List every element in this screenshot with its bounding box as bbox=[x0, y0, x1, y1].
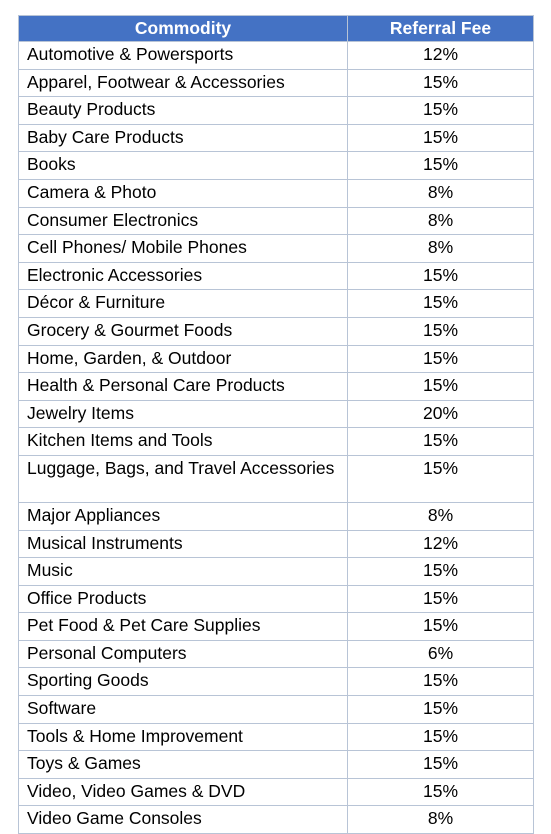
commodity-cell: Software bbox=[18, 695, 348, 724]
referral-fee-cell: 15% bbox=[347, 427, 534, 456]
referral-fee-cell: 6% bbox=[347, 639, 534, 669]
referral-fee-cell: 8% bbox=[347, 501, 534, 531]
header-row: Commodity Referral Fee bbox=[18, 15, 534, 42]
referral-fee-cell: 8% bbox=[347, 234, 534, 263]
referral-fee-cell: 20% bbox=[347, 399, 534, 429]
referral-fee-cell: 15% bbox=[347, 151, 534, 180]
table-row: Home, Garden, & Outdoor 15% bbox=[18, 344, 534, 374]
commodity-cell: Consumer Electronics bbox=[18, 206, 348, 236]
commodity-cell: Tools & Home Improvement bbox=[18, 722, 348, 752]
table-row: Baby Care Products 15% bbox=[18, 123, 534, 153]
table-row: Electronic Accessories 15% bbox=[18, 261, 534, 291]
referral-fee-cell: 15% bbox=[347, 96, 534, 125]
referral-fee-cell: 15% bbox=[347, 344, 534, 374]
table-row: Beauty Products 15% bbox=[18, 96, 534, 125]
table-row: Toys & Games 15% bbox=[18, 750, 534, 779]
referral-fee-cell: 8% bbox=[347, 206, 534, 236]
referral-fee-cell: 12% bbox=[347, 41, 534, 70]
referral-fee-cell: 15% bbox=[347, 557, 534, 586]
referral-fee-cell: 15% bbox=[347, 123, 534, 153]
table-row: Consumer Electronics 8% bbox=[18, 206, 534, 236]
commodity-cell: Health & Personal Care Products bbox=[18, 372, 348, 401]
table-header: Commodity Referral Fee bbox=[18, 15, 534, 42]
table-row: Kitchen Items and Tools 15% bbox=[18, 427, 534, 456]
referral-fee-cell: 15% bbox=[347, 722, 534, 752]
commodity-cell: Office Products bbox=[18, 584, 348, 614]
commodity-cell: Luggage, Bags, and Travel Accessories bbox=[18, 454, 348, 503]
table-row: Video, Video Games & DVD 15% bbox=[18, 777, 534, 807]
table-body: Automotive & Powersports 12% Apparel, Foot… bbox=[18, 41, 534, 834]
referral-fee-cell: 15% bbox=[347, 777, 534, 807]
commodity-cell: Toys & Games bbox=[18, 750, 348, 779]
commodity-cell: Books bbox=[18, 151, 348, 180]
table-row: Music 15% bbox=[18, 557, 534, 586]
referral-fee-cell: 15% bbox=[347, 612, 534, 641]
commodity-cell: Video Game Consoles bbox=[18, 805, 348, 834]
table-row: Décor & Furniture 15% bbox=[18, 289, 534, 318]
table-row: Tools & Home Improvement 15% bbox=[18, 722, 534, 752]
referral-fee-cell: 15% bbox=[347, 289, 534, 318]
referral-fee-cell: 15% bbox=[347, 316, 534, 346]
referral-fee-cell: 15% bbox=[347, 372, 534, 401]
commodity-cell: Video, Video Games & DVD bbox=[18, 777, 348, 807]
referral-fee-cell: 15% bbox=[347, 695, 534, 724]
table-row: Books 15% bbox=[18, 151, 534, 180]
commodity-cell: Camera & Photo bbox=[18, 178, 348, 208]
table-row: Camera & Photo 8% bbox=[18, 178, 534, 208]
referral-fee-cell: 15% bbox=[347, 68, 534, 98]
commodity-cell: Kitchen Items and Tools bbox=[18, 427, 348, 456]
commodity-cell: Apparel, Footwear & Accessories bbox=[18, 68, 348, 98]
table-row: Sporting Goods 15% bbox=[18, 667, 534, 697]
commodity-cell: Baby Care Products bbox=[18, 123, 348, 153]
referral-fee-cell: 15% bbox=[347, 750, 534, 779]
commodity-cell: Beauty Products bbox=[18, 96, 348, 125]
table-row: Apparel, Footwear & Accessories 15% bbox=[18, 68, 534, 98]
commodity-cell: Music bbox=[18, 557, 348, 586]
commodity-cell: Personal Computers bbox=[18, 639, 348, 669]
referral-fee-cell: 15% bbox=[347, 261, 534, 291]
referral-fee-cell: 15% bbox=[347, 667, 534, 697]
table-row: Automotive & Powersports 12% bbox=[18, 41, 534, 70]
table-row: Grocery & Gourmet Foods 15% bbox=[18, 316, 534, 346]
referral-fee-table: Commodity Referral Fee Automotive & Powe… bbox=[18, 15, 534, 834]
table-row: Health & Personal Care Products 15% bbox=[18, 372, 534, 401]
referral-fee-cell: 8% bbox=[347, 805, 534, 834]
referral-fee-cell: 15% bbox=[347, 454, 534, 503]
commodity-cell: Grocery & Gourmet Foods bbox=[18, 316, 348, 346]
commodity-cell: Cell Phones/ Mobile Phones bbox=[18, 234, 348, 263]
table-row: Cell Phones/ Mobile Phones 8% bbox=[18, 234, 534, 263]
table-row: Musical Instruments 12% bbox=[18, 529, 534, 559]
commodity-cell: Electronic Accessories bbox=[18, 261, 348, 291]
referral-fee-cell: 15% bbox=[347, 584, 534, 614]
commodity-cell: Sporting Goods bbox=[18, 667, 348, 697]
table-row: Software 15% bbox=[18, 695, 534, 724]
commodity-cell: Jewelry Items bbox=[18, 399, 348, 429]
commodity-cell: Home, Garden, & Outdoor bbox=[18, 344, 348, 374]
commodity-cell: Décor & Furniture bbox=[18, 289, 348, 318]
commodity-column-header: Commodity bbox=[18, 15, 348, 42]
commodity-cell: Major Appliances bbox=[18, 501, 348, 531]
table-row: Personal Computers 6% bbox=[18, 639, 534, 669]
referral-fee-column-header: Referral Fee bbox=[347, 15, 534, 42]
commodity-cell: Musical Instruments bbox=[18, 529, 348, 559]
table-row: Pet Food & Pet Care Supplies 15% bbox=[18, 612, 534, 641]
table-row: Office Products 15% bbox=[18, 584, 534, 614]
table-row: Luggage, Bags, and Travel Accessories 15% bbox=[18, 454, 534, 503]
commodity-cell: Automotive & Powersports bbox=[18, 41, 348, 70]
table-row: Major Appliances 8% bbox=[18, 501, 534, 531]
table-row: Video Game Consoles 8% bbox=[18, 805, 534, 834]
referral-fee-cell: 8% bbox=[347, 178, 534, 208]
table-row: Jewelry Items 20% bbox=[18, 399, 534, 429]
referral-fee-cell: 12% bbox=[347, 529, 534, 559]
commodity-cell: Pet Food & Pet Care Supplies bbox=[18, 612, 348, 641]
